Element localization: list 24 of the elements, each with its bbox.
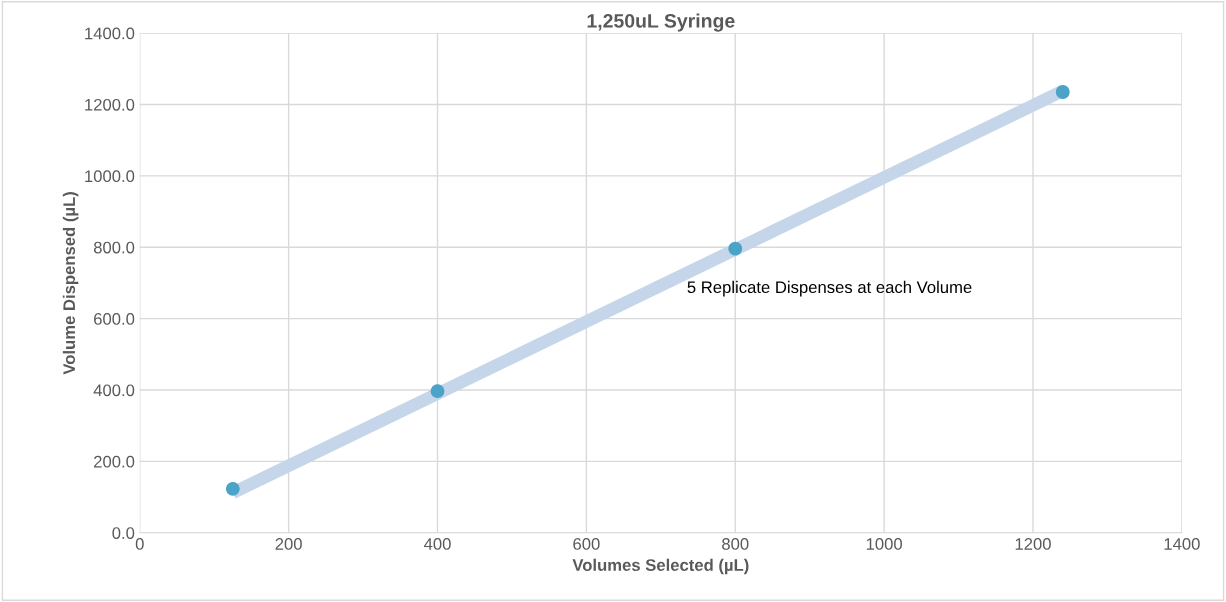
x-tick-label: 0 — [135, 538, 144, 550]
annotation: 5 Replicate Dispenses at each Volume — [687, 280, 972, 297]
x-tick-label: 1200 — [1015, 538, 1051, 550]
y-tick-label: 200.0 — [94, 455, 135, 468]
point — [728, 241, 743, 256]
point — [225, 481, 240, 496]
y-axis-title: Volume Dispensed (µL) — [62, 192, 79, 375]
point — [1055, 85, 1070, 99]
x-tick-label: 600 — [573, 538, 600, 550]
x-tick-label: 200 — [275, 538, 302, 550]
point — [430, 384, 445, 399]
x-tick-label: 800 — [722, 538, 749, 550]
y-tick-label: 1200.0 — [85, 98, 135, 111]
y-tick-label: 400.0 — [93, 384, 135, 397]
y-tick-label: 1400.0 — [85, 27, 135, 40]
x-tick-label: 400 — [423, 538, 451, 550]
x-axis-title: Volumes Selected (µL) — [572, 558, 749, 575]
y-tick-label: 600.0 — [94, 313, 135, 325]
chart-title: 1,250uL Syringe — [587, 13, 735, 32]
x-tick-label: 1400 — [1164, 538, 1200, 550]
y-tick-label: 800.0 — [93, 241, 135, 254]
x-tick-label: 1000 — [866, 538, 903, 550]
y-tick-label: 0.0 — [112, 527, 135, 539]
y-tick-label: 1000.0 — [85, 170, 135, 183]
